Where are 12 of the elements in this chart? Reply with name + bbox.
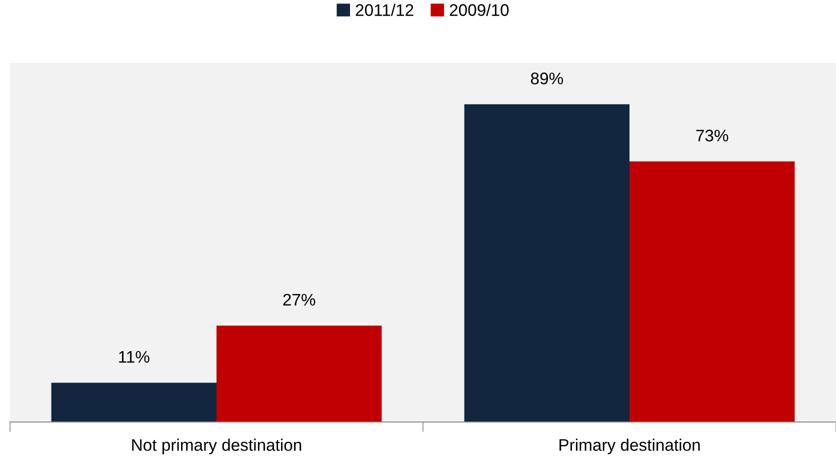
x-tick-label: Primary destination — [560, 438, 700, 454]
bar — [51, 382, 216, 422]
data-label: 11% — [119, 351, 150, 363]
bar — [464, 104, 630, 422]
legend-label: 2011/12 — [356, 4, 414, 16]
bar — [630, 161, 795, 422]
x-tick-label: Not primary destination — [132, 438, 302, 454]
bar — [216, 326, 382, 422]
legend-label: 2009/10 — [450, 4, 509, 16]
data-label: 89% — [530, 72, 563, 84]
data-label: 27% — [283, 294, 316, 306]
data-label: 73% — [696, 130, 728, 142]
